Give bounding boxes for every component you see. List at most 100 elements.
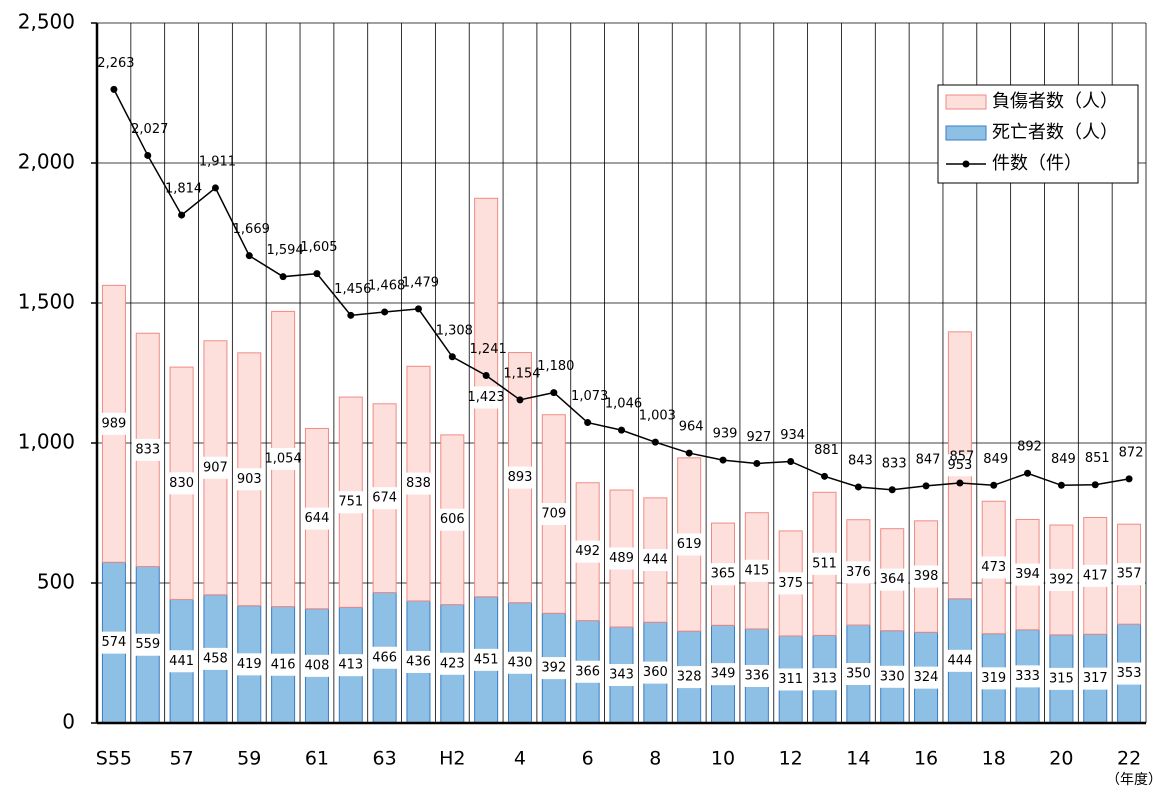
line-value-label: 927	[746, 430, 771, 445]
line-point	[245, 252, 253, 260]
label-box	[740, 664, 773, 687]
label-box	[334, 654, 367, 677]
line-point	[178, 211, 186, 219]
label-box	[1045, 568, 1078, 591]
legend-label: 負傷者数（人）	[992, 91, 1118, 112]
x-tick-label: 22	[1117, 748, 1141, 770]
bar-value-label: 353	[1117, 666, 1142, 681]
x-tick-label: 18	[982, 748, 1006, 770]
bar-value-label: 416	[271, 657, 296, 672]
line-point	[1091, 481, 1099, 489]
label-box	[1011, 563, 1044, 586]
label-box	[774, 572, 807, 595]
line-value-label: 1,814	[165, 182, 202, 197]
bar-value-label: 619	[677, 537, 702, 552]
line-point	[685, 449, 693, 457]
line-value-label: 964	[679, 420, 704, 435]
bar-value-label: 1,054	[265, 451, 302, 466]
label-box	[571, 540, 604, 563]
line-value-label: 1,180	[537, 359, 574, 374]
y-tick-label: 1,000	[18, 430, 75, 454]
label-box	[571, 660, 604, 683]
line-point	[313, 270, 321, 278]
bar-value-label: 311	[778, 672, 803, 687]
line-point	[482, 372, 490, 380]
bar-value-label: 392	[1049, 572, 1074, 587]
label-box	[436, 652, 469, 675]
bar-value-label: 413	[338, 658, 363, 673]
label-box	[1045, 667, 1078, 690]
line-value-label: 2,027	[131, 122, 168, 137]
label-box	[605, 547, 638, 570]
label-box	[97, 412, 130, 435]
label-box	[910, 666, 943, 689]
bar-value-label: 394	[1015, 567, 1040, 582]
x-tick-label: 59	[237, 748, 261, 770]
line-point	[990, 481, 998, 489]
y-tick-label: 500	[37, 570, 75, 594]
y-tick-label: 2,500	[18, 10, 75, 34]
bar-value-label: 751	[338, 495, 363, 510]
label-box	[943, 649, 976, 672]
line-point	[888, 486, 896, 494]
bar-value-label: 1,423	[468, 390, 505, 405]
line-value-label: 892	[1017, 440, 1042, 455]
label-box	[808, 552, 841, 575]
line-value-label: 1,073	[571, 389, 608, 404]
label-box	[267, 447, 300, 470]
label-box	[199, 456, 232, 479]
bar-value-label: 511	[812, 556, 837, 571]
line-value-label: 847	[916, 452, 941, 467]
bar-value-label: 357	[1117, 567, 1142, 582]
line-point	[956, 479, 964, 487]
bar-value-label: 364	[880, 572, 905, 587]
x-tick-label: 20	[1049, 748, 1073, 770]
label-box	[470, 648, 503, 671]
line-value-label: 833	[882, 456, 907, 471]
label-box	[300, 654, 333, 677]
line-point	[651, 438, 659, 446]
bar-value-label: 330	[880, 669, 905, 684]
label-box	[1011, 665, 1044, 688]
bar-value-label: 466	[372, 650, 397, 665]
label-box	[842, 561, 875, 584]
line-point	[550, 389, 558, 397]
bar-value-label: 489	[609, 551, 634, 566]
label-box	[300, 507, 333, 530]
line-point	[1125, 475, 1133, 483]
line-value-label: 849	[1051, 452, 1076, 467]
label-box	[977, 556, 1010, 579]
legend-label: 死亡者数（人）	[992, 122, 1118, 143]
line-value-label: 1,594	[267, 243, 304, 258]
label-box	[707, 663, 740, 686]
label-box	[165, 650, 198, 673]
bar-value-label: 392	[541, 661, 566, 676]
line-value-label: 1,046	[605, 397, 642, 412]
line-value-label: 934	[780, 428, 805, 443]
label-box	[470, 386, 503, 409]
label-box	[1079, 564, 1112, 587]
line-value-label: 1,669	[233, 222, 270, 237]
line-point	[211, 184, 219, 192]
label-box	[707, 563, 740, 586]
bar-value-label: 315	[1049, 671, 1074, 686]
x-tick-label: 57	[170, 748, 194, 770]
bar-value-label: 838	[406, 476, 431, 491]
bar-value-label: 473	[981, 560, 1006, 575]
x-tick-label: H2	[439, 748, 465, 770]
bar-value-label: 559	[135, 637, 160, 652]
bar-value-label: 417	[1083, 568, 1108, 583]
bar-value-label: 317	[1083, 671, 1108, 686]
line-value-label: 1,468	[368, 278, 405, 293]
x-axis-label: （年度）	[1106, 772, 1154, 788]
bar-value-label: 430	[508, 655, 533, 670]
label-box	[774, 668, 807, 691]
label-box	[436, 508, 469, 531]
bar-value-label: 451	[474, 652, 499, 667]
line-value-label: 1,308	[436, 323, 473, 338]
label-box	[368, 646, 401, 669]
label-box	[808, 668, 841, 691]
line-value-label: 1,003	[639, 409, 676, 424]
label-box	[1079, 667, 1112, 690]
bar-value-label: 360	[643, 665, 668, 680]
